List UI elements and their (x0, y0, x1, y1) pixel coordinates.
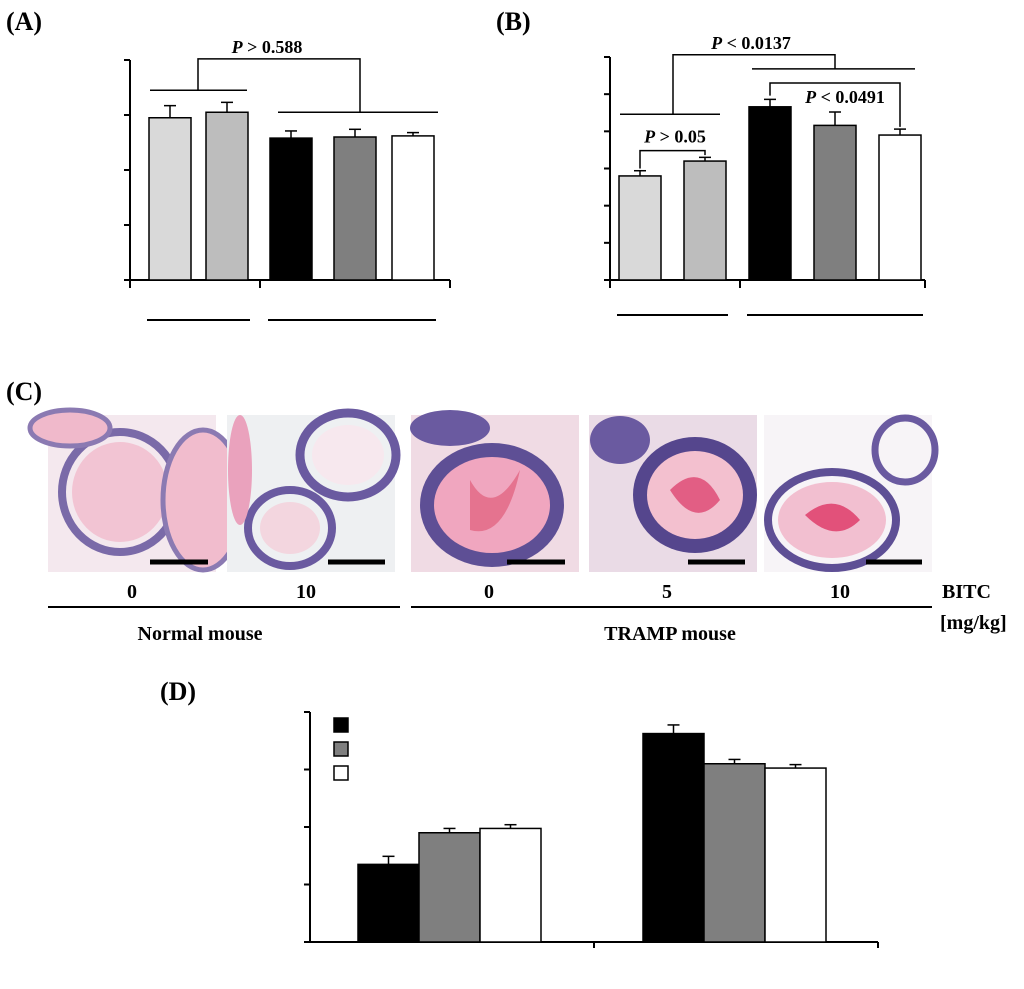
bar (479, 827, 542, 943)
legend-swatch (333, 717, 349, 733)
p-bracket (769, 82, 901, 127)
micrograph-tramp-5 (589, 415, 757, 572)
p-bracket (639, 149, 706, 169)
c-unit-label: [mg/kg] (940, 612, 1007, 634)
bar (703, 763, 766, 943)
bar (205, 111, 249, 281)
micrograph-tramp-0 (410, 410, 579, 572)
bar (642, 732, 705, 943)
bar (333, 136, 377, 281)
bar (357, 863, 420, 943)
c-tramp-group-label: TRAMP mouse (604, 623, 736, 645)
c-normal-group-label: Normal mouse (138, 623, 263, 645)
c-dose-label-2: 10 (296, 581, 316, 603)
c-dose-label-4: 5 (662, 581, 672, 603)
p-value-annotation: P < 0.0491 (804, 87, 885, 107)
p-bracket (672, 54, 836, 115)
bar (683, 160, 727, 281)
legend-swatch (333, 741, 349, 757)
panel-a-label: (A) (6, 7, 42, 36)
c-dose-label-5: 10 (830, 581, 850, 603)
panel-b-label: (B) (496, 7, 531, 36)
bar (748, 106, 792, 281)
bar (878, 134, 922, 281)
bar (148, 117, 192, 281)
bar (813, 124, 857, 281)
panel-a-chart: P > 0.588 (124, 37, 451, 321)
bar (391, 135, 435, 281)
micrograph-normal-0 (27, 407, 246, 573)
micrograph-normal-10 (227, 408, 401, 572)
p-value-annotation: P < 0.0137 (710, 33, 791, 53)
bar (269, 137, 313, 281)
panel-d-chart (304, 711, 879, 948)
panel-b-chart: P < 0.0137 P > 0.05 P < 0.0491 (604, 33, 926, 316)
legend-swatch (333, 765, 349, 781)
panel-c-micrographs: 0 10 0 5 10 BITC [mg/kg] Normal mouse TR… (27, 407, 1007, 645)
p-value-annotation: P > 0.05 (643, 127, 706, 147)
bar (618, 175, 662, 281)
p-value-annotation: P > 0.588 (231, 37, 303, 57)
bar (418, 832, 481, 943)
bar (764, 767, 827, 943)
panel-d-label: (D) (160, 677, 196, 706)
c-dose-label-3: 0 (484, 581, 494, 603)
panel-c-label: (C) (6, 377, 42, 406)
p-bracket (197, 58, 361, 113)
c-bitc-label: BITC (942, 581, 991, 603)
micrograph-tramp-10 (764, 414, 939, 572)
c-dose-label-1: 0 (127, 581, 137, 603)
